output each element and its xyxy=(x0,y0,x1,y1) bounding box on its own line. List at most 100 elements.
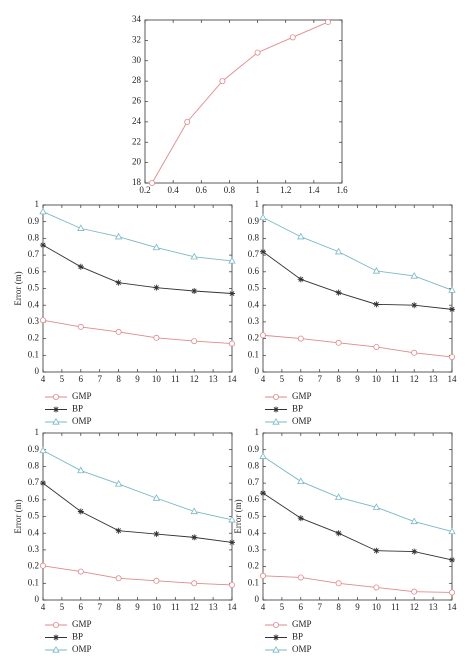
legend-label: OMP xyxy=(292,644,312,654)
marker xyxy=(152,494,161,501)
y-tick-label: 0.4 xyxy=(28,527,40,537)
marker xyxy=(115,328,122,335)
legend-label: BP xyxy=(292,632,303,642)
x-tick-label: 4 xyxy=(41,374,46,384)
marker xyxy=(260,248,266,255)
marker xyxy=(411,302,418,309)
marker xyxy=(411,349,418,356)
marker xyxy=(40,317,47,324)
marker xyxy=(373,547,380,554)
y-tick-label: 0.4 xyxy=(28,299,40,309)
y-tick-label: 0 xyxy=(35,366,40,376)
x-tick-label: 10 xyxy=(152,374,162,384)
marker xyxy=(191,288,198,295)
y-tick-label: 0.3 xyxy=(28,316,40,326)
marker xyxy=(335,289,342,296)
legend-label: BP xyxy=(72,404,83,414)
marker xyxy=(149,179,156,186)
x-tick-label: 1.6 xyxy=(336,185,348,195)
y-tick-label: 0.3 xyxy=(248,316,260,326)
y-tick-label: 0.9 xyxy=(28,216,40,226)
y-tick-label: 18 xyxy=(132,177,142,187)
x-tick-label: 10 xyxy=(372,374,382,384)
y-tick-label: 0.1 xyxy=(248,349,259,359)
x-tick-label: 4 xyxy=(261,374,266,384)
x-tick-label: 0.6 xyxy=(196,185,208,195)
marker xyxy=(115,575,122,582)
y-tick-label: 0.5 xyxy=(248,511,260,521)
legend-marker xyxy=(272,393,279,400)
marker xyxy=(259,572,266,579)
marker xyxy=(115,527,122,534)
x-tick-label: 9 xyxy=(135,602,140,612)
marker xyxy=(228,256,236,264)
x-tick-label: 8 xyxy=(336,374,341,384)
x-tick-label: 1.2 xyxy=(280,185,291,195)
x-tick-label: 12 xyxy=(410,374,419,384)
marker xyxy=(372,266,381,274)
marker xyxy=(411,588,418,595)
y-tick-label: 0 xyxy=(255,594,260,604)
x-tick-label: 13 xyxy=(209,602,219,612)
y-tick-label: 1 xyxy=(255,427,260,437)
marker xyxy=(254,49,261,56)
y-tick-label: 0.5 xyxy=(248,283,260,293)
marker xyxy=(228,515,236,523)
y-tick-label: 0.4 xyxy=(248,527,260,537)
series-line xyxy=(262,251,453,310)
marker xyxy=(449,556,455,563)
marker xyxy=(410,271,418,279)
marker xyxy=(411,548,418,555)
legend-marker xyxy=(272,645,280,653)
marker xyxy=(410,517,418,525)
x-tick-label: 5 xyxy=(60,374,65,384)
marker xyxy=(297,232,305,240)
x-tick-label: 14 xyxy=(448,374,458,384)
y-tick-label: 0.9 xyxy=(248,216,260,226)
legend-marker xyxy=(273,406,279,413)
marker xyxy=(114,479,123,487)
y-tick-label: 0 xyxy=(255,366,260,376)
marker xyxy=(40,562,47,569)
marker xyxy=(297,276,304,283)
series-line xyxy=(42,244,233,294)
y-axis-label: Error (m) xyxy=(233,499,243,533)
marker xyxy=(153,284,160,291)
marker xyxy=(372,503,381,510)
x-tick-label: 12 xyxy=(190,374,199,384)
marker xyxy=(77,568,84,575)
x-tick-label: 6 xyxy=(299,602,304,612)
y-tick-label: 0.2 xyxy=(248,561,259,571)
y-tick-label: 0.6 xyxy=(248,494,260,504)
marker xyxy=(190,507,198,515)
marker xyxy=(114,232,123,240)
legend-marker xyxy=(53,622,60,629)
y-tick-label: 0.6 xyxy=(28,494,40,504)
y-tick-label: 0.2 xyxy=(28,561,39,571)
y-tick-label: 1 xyxy=(35,199,40,209)
plot-frame xyxy=(144,19,343,184)
x-tick-label: 1.4 xyxy=(308,185,320,195)
y-tick-label: 0.6 xyxy=(28,266,40,276)
series-line xyxy=(262,456,453,532)
marker xyxy=(259,332,266,339)
legend-label: GMP xyxy=(72,391,92,401)
y-tick-label: 22 xyxy=(132,136,141,146)
y-axis-label: Error (m) xyxy=(13,271,23,305)
x-tick-label: 7 xyxy=(97,602,102,612)
series-line xyxy=(42,319,233,345)
y-tick-label: 1 xyxy=(35,427,40,437)
x-tick-label: 0.2 xyxy=(139,185,150,195)
plot-frame xyxy=(42,432,233,601)
y-tick-label: 0.2 xyxy=(28,333,39,343)
marker xyxy=(448,589,455,596)
marker xyxy=(259,452,267,459)
x-tick-label: 10 xyxy=(372,602,382,612)
series-line xyxy=(262,217,453,291)
x-tick-label: 11 xyxy=(391,374,400,384)
y-tick-label: 1 xyxy=(255,199,260,209)
marker xyxy=(191,534,198,541)
y-tick-label: 0.5 xyxy=(28,511,40,521)
y-tick-label: 0.1 xyxy=(28,349,39,359)
